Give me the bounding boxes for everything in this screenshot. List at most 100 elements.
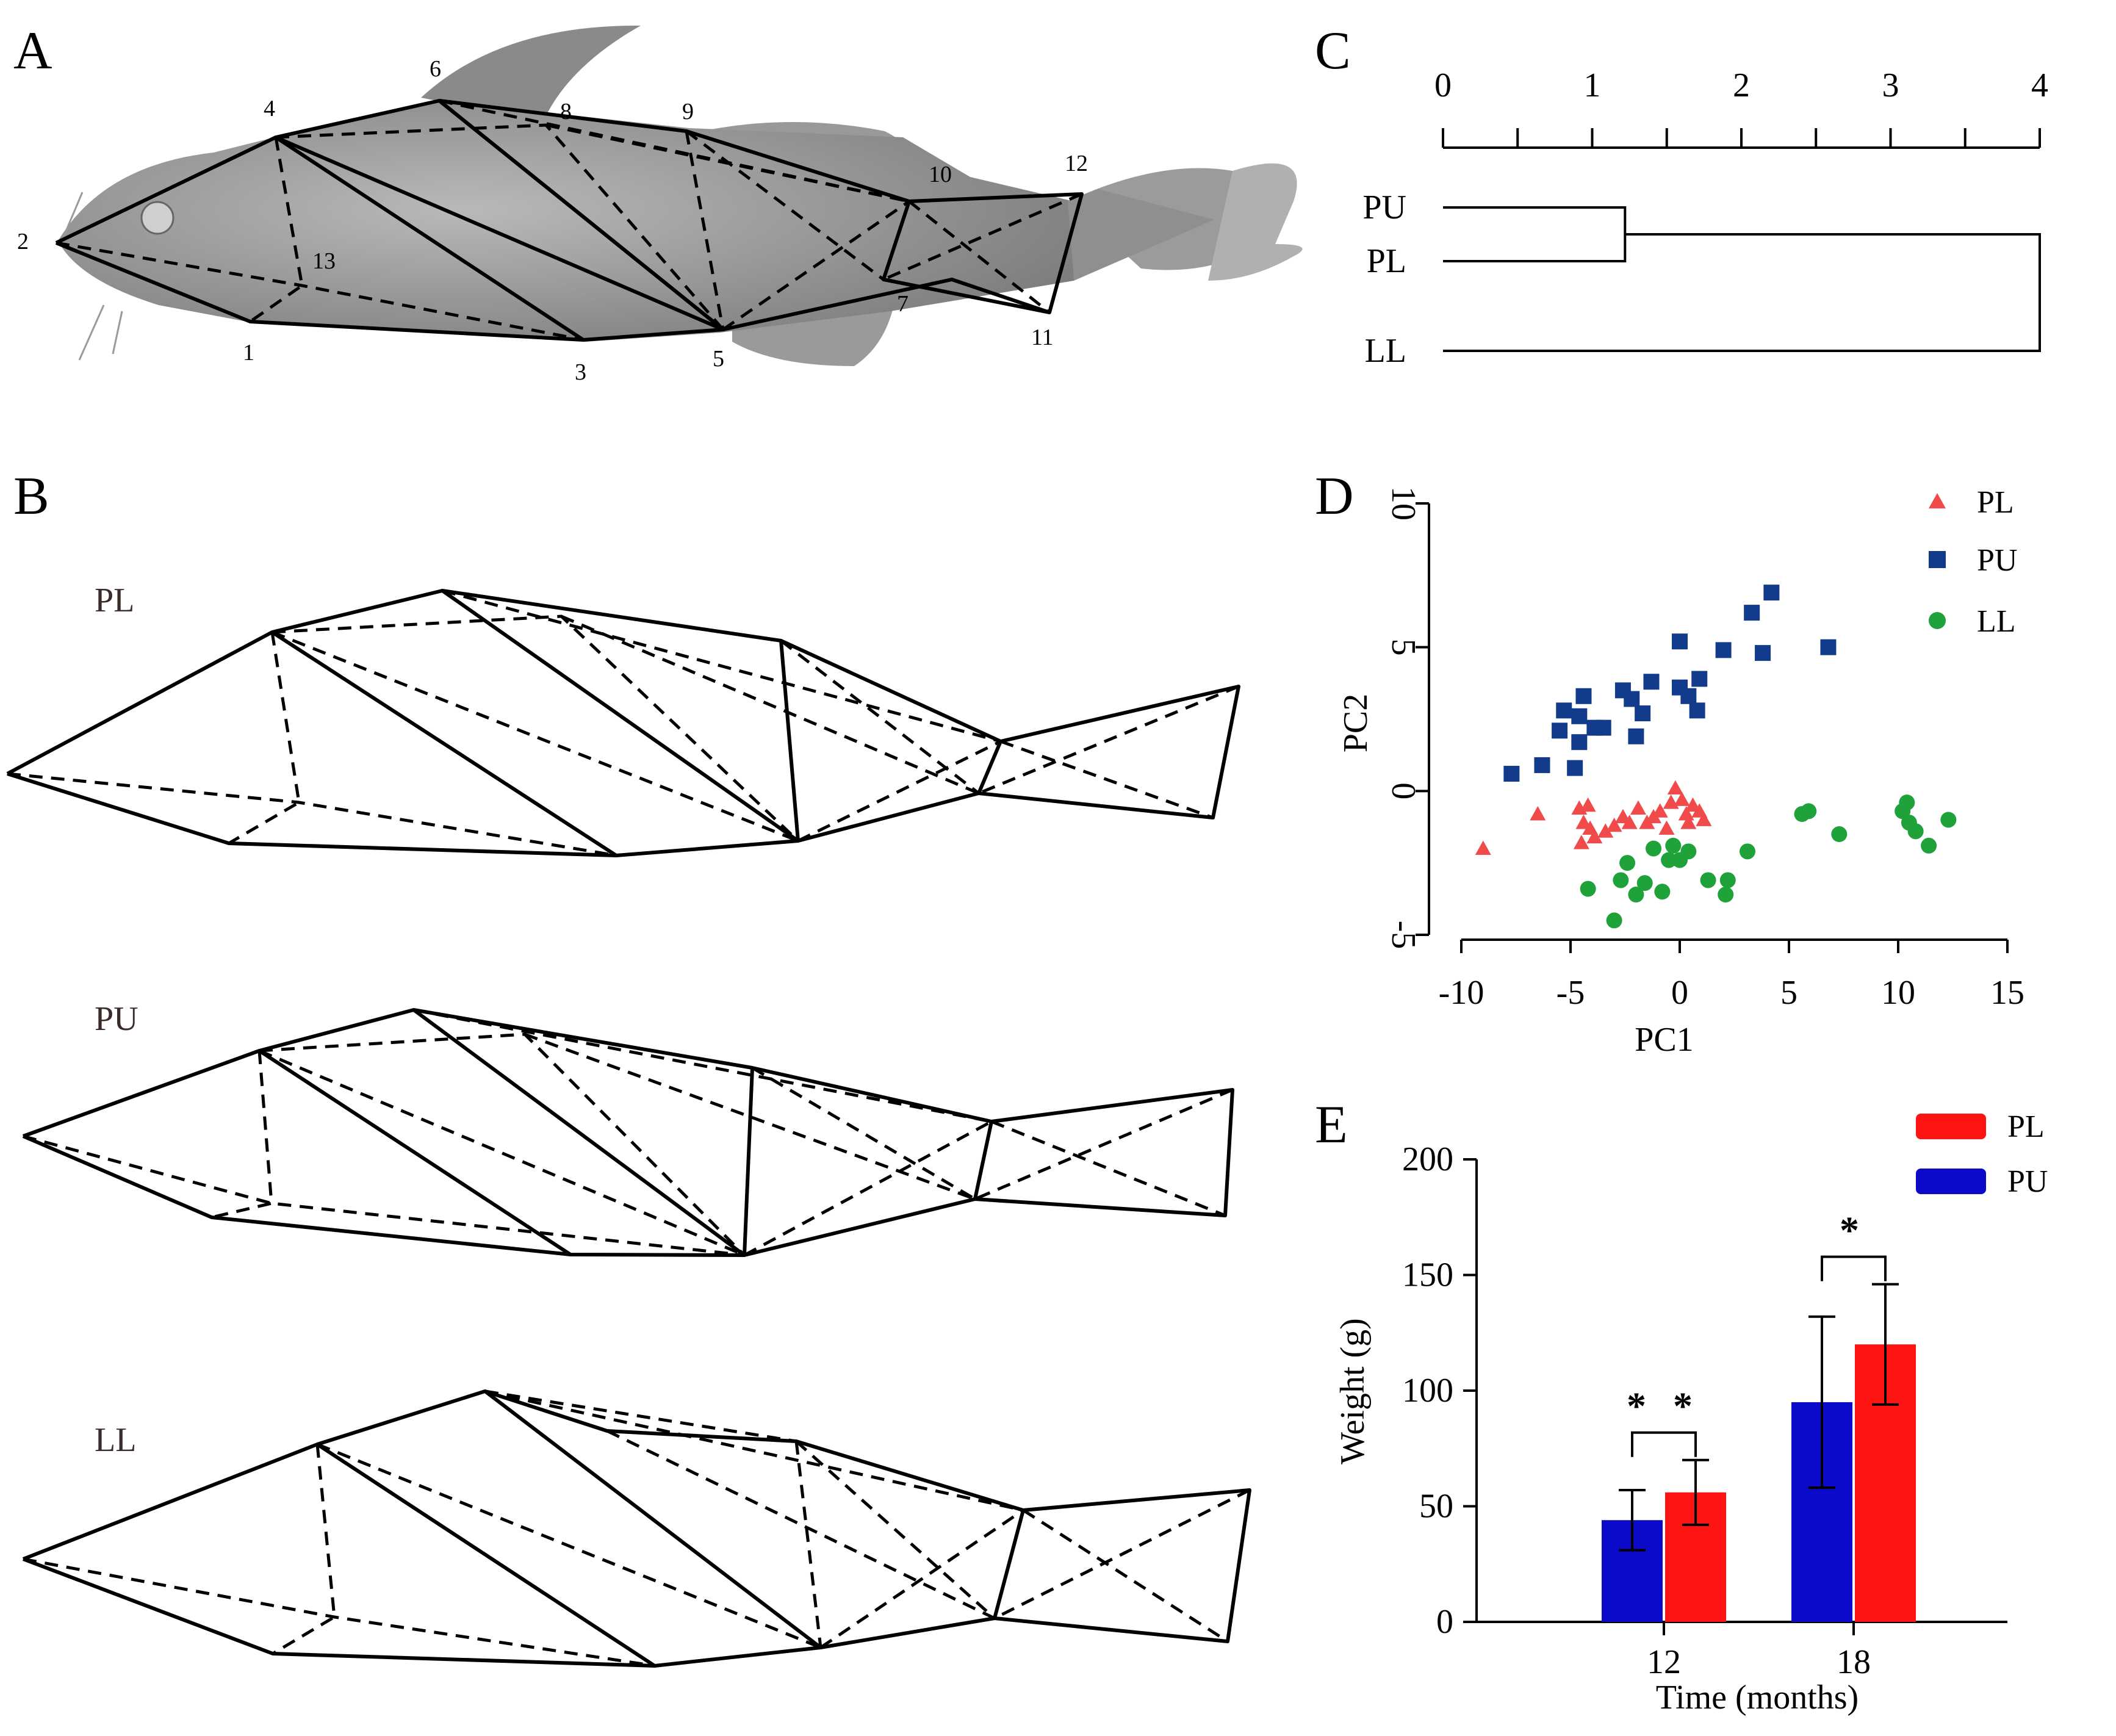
landmark-11: 11 [1031,325,1054,350]
pca-point-ll [1646,840,1662,857]
bar-y-tick-label: 50 [1419,1488,1453,1525]
bar-y-tick-label: 0 [1436,1603,1453,1641]
dendro-branch-root [1443,233,2041,352]
pca-point-pu [1672,633,1688,650]
bar-x-tick-label: 12 [1647,1643,1681,1681]
pca-point-pu [1763,585,1780,601]
bar-legend-swatch [1916,1114,1986,1139]
pca-point-pu [1680,688,1697,704]
dendro-leaf-label: PU [1362,189,1406,226]
landmark-8: 8 [560,99,572,124]
pca-point-pu [1744,605,1760,621]
pca-legend-label: PL [1977,485,2014,520]
pca-point-pu [1820,639,1837,655]
pca-legend-marker [1929,493,1946,509]
panel-label-d: D [1315,467,1354,526]
significance-marker: * [1840,1209,1868,1252]
pca-x-tick-label: 15 [1990,974,2024,1012]
pca-y-tick-label: -5 [1384,921,1422,949]
pca-legend-label: LL [1977,604,2016,639]
shape-pu [22,1008,1234,1257]
landmark-13: 13 [312,248,336,274]
landmark-10: 10 [929,162,952,187]
pca-point-ll [1801,803,1817,819]
pca-point-pu [1715,642,1732,658]
shape-pl [6,589,1240,857]
pca-point-pl [1597,823,1614,838]
bar-y-tick-label: 200 [1402,1140,1453,1178]
bar-x-axis-label: Time (months) [1656,1679,1859,1716]
shape-ll [22,1389,1251,1668]
pca-point-pl [1606,817,1622,832]
bar-x-tick-label: 18 [1837,1643,1871,1681]
pca-legend-marker [1929,612,1946,629]
pca-point-ll [1921,837,1937,854]
pca-point-pu [1575,688,1592,704]
bar-y-tick-label: 100 [1402,1372,1453,1410]
pca-point-pl [1630,800,1646,815]
pca-point-ll [1628,887,1644,903]
pca-point-ll [1907,823,1924,840]
dendro-branch-pu-pl [1443,206,1627,262]
pca-point-pl [1582,820,1599,835]
weight-bar-chart: 0 50 100 150 200 Weight (g) Time (months)12 * *… [1334,1109,2048,1716]
dendro-leaf-label: LL [1365,332,1406,370]
pca-point-pu [1571,734,1588,751]
pca-point-pu [1755,645,1771,661]
pca-point-ll [1899,794,1915,811]
shape-label-pl: PL [95,582,134,619]
pca-point-pl [1475,840,1491,855]
pca-x-tick-label: 10 [1881,974,1915,1012]
pca-point-pu [1567,760,1583,776]
pca-point-pl [1652,803,1668,818]
pca-point-pu [1689,702,1705,719]
pca-point-ll [1619,855,1636,871]
pca-x-tick-label: -5 [1556,974,1585,1012]
pca-point-pl [1573,835,1589,849]
pca-point-pu [1552,722,1568,739]
landmark-4: 4 [264,96,275,121]
significance-bracket [1821,1255,1887,1281]
pca-point-ll [1606,912,1622,929]
pca-point-ll [1636,875,1653,891]
pca-point-pu [1628,728,1644,744]
pca-y-tick-label: 5 [1384,639,1422,656]
landmark-7: 7 [897,291,909,317]
pca-point-ll [1831,826,1848,843]
pca-point-pu [1624,691,1640,707]
pca-point-pu [1534,757,1550,773]
pca-legend-label: PU [1977,543,2017,578]
pca-point-pu [1691,671,1708,687]
pca-point-pl [1696,812,1712,826]
pca-point-ll [1665,837,1682,854]
landmark-network-a [55,99,1084,342]
pca-point-pl [1658,820,1675,835]
pca-point-pl [1580,797,1596,812]
pca-point-ll [1680,843,1697,860]
fish-photo [58,25,1303,366]
pca-point-pl [1586,829,1603,844]
pca-y-tick-label: 0 [1384,782,1422,799]
pca-point-pl [1621,815,1638,829]
pca-x-tick-label: -10 [1439,974,1484,1012]
bar-legend-label: PU [2007,1164,2048,1199]
pca-point-pu [1556,702,1572,719]
pca-point-ll [1661,852,1677,868]
bar-legend-label: PL [2007,1109,2045,1144]
dendro-leaf-label: PL [1367,242,1406,280]
pca-point-pl [1530,806,1546,821]
shape-label-pu: PU [95,1000,139,1038]
pca-x-tick-label: 0 [1671,974,1688,1012]
panel-label-e: E [1315,1095,1348,1154]
bar-y-axis-label: Weight (g) [1334,1318,1372,1464]
dendrogram: 0 1 2 3 4 PU PL LL [1362,67,2048,370]
pca-point-ll [1580,881,1596,897]
shape-label-ll: LL [95,1421,136,1459]
pca-point-ll [1613,872,1629,888]
pca-point-ll [1739,843,1755,860]
pca-point-ll [1940,812,1957,828]
landmark-1: 1 [243,340,254,366]
pca-y-axis-label: PC2 [1337,694,1375,753]
landmark-3: 3 [575,359,586,385]
